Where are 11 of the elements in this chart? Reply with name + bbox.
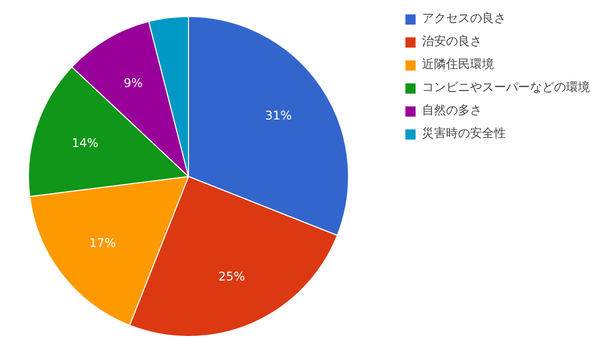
legend-label: 近隣住民環境 bbox=[422, 56, 494, 73]
legend-label: コンビニやスーパーなどの環境 bbox=[422, 79, 590, 96]
data-label: 31% bbox=[265, 108, 292, 122]
legend-label: 治安の良さ bbox=[422, 33, 482, 50]
data-label: 9% bbox=[124, 76, 143, 90]
data-label: 17% bbox=[89, 236, 116, 250]
data-label: 25% bbox=[218, 269, 246, 284]
legend-label: 自然の多さ bbox=[422, 102, 482, 119]
legend-label: 災害時の安全性 bbox=[422, 125, 506, 142]
data-label: 14% bbox=[72, 136, 98, 150]
legend-label: アクセスの良さ bbox=[422, 10, 506, 27]
